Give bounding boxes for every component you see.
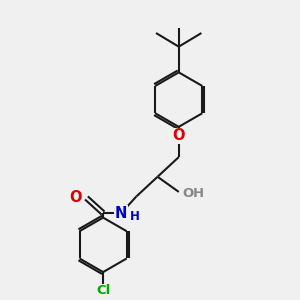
Text: H: H xyxy=(192,187,203,200)
Text: O: O xyxy=(69,190,82,206)
Text: O: O xyxy=(182,187,194,200)
Text: H: H xyxy=(130,210,140,223)
Text: Cl: Cl xyxy=(96,284,110,297)
Text: N: N xyxy=(115,206,128,220)
Text: O: O xyxy=(172,128,185,143)
